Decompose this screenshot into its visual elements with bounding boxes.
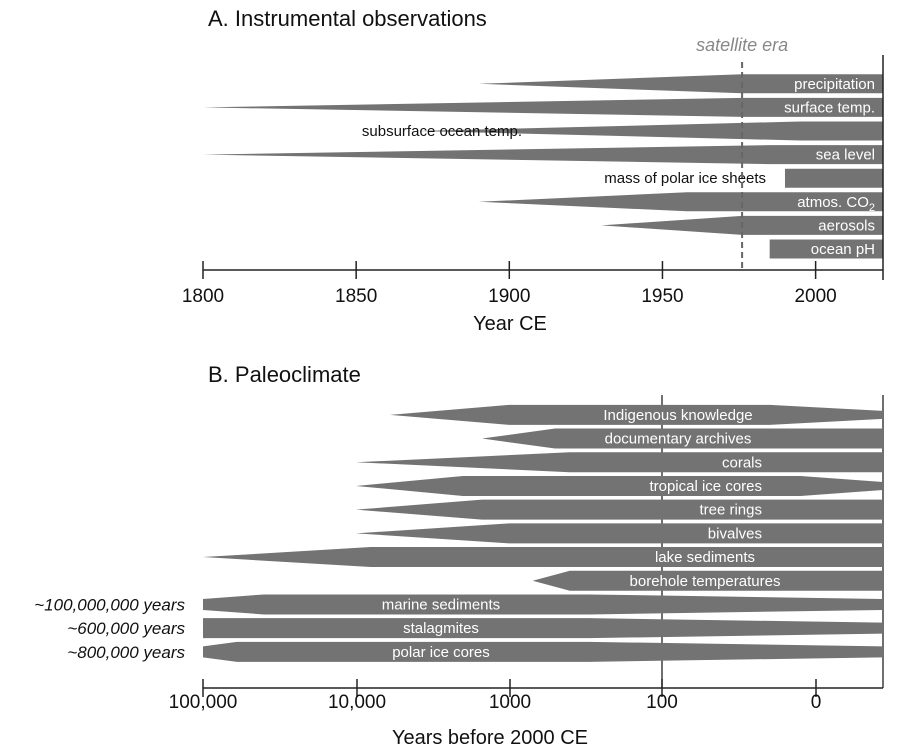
panel-b-tick-label-100: 100 — [646, 692, 678, 713]
panel-b-tick-label-100-000: 100,000 — [169, 692, 238, 713]
bar-label-aerosols: aerosols — [818, 217, 875, 234]
bar-corals — [356, 452, 883, 473]
bar-ocean-ph — [769, 239, 883, 259]
bar-sea-level — [203, 145, 883, 165]
panel-a-tick-label-1800: 1800 — [182, 286, 224, 307]
bar-surface-temp — [203, 97, 883, 117]
bar-label-surface-temp: surface temp. — [784, 99, 875, 116]
panel-b-title: B. Paleoclimate — [208, 362, 361, 387]
panel-b: Indigenous knowledge documentary archives… — [34, 395, 884, 713]
bar-precipitation — [478, 74, 883, 94]
bar-label-indigenous-knowledge: Indigenous knowledge — [603, 407, 752, 424]
panel-b-tick-label-0: 0 — [811, 692, 822, 713]
bar-documentary-archives — [482, 428, 883, 449]
bar-label-precipitation: precipitation — [794, 76, 875, 93]
bar-tree-rings — [356, 499, 883, 520]
panel-b-tick-label-10-000: 10,000 — [328, 692, 386, 713]
panel-a-tick-label-2000: 2000 — [794, 286, 836, 307]
bar-lake-sediments — [203, 547, 883, 568]
bar-stalagmites — [203, 618, 883, 639]
bar-label-sea-level: sea level — [816, 147, 875, 164]
panel-a: precipitation surface temp. subsurface oce… — [182, 35, 884, 307]
panel-a-tick-label-1950: 1950 — [641, 286, 683, 307]
panel-a-tick-label-1850: 1850 — [335, 286, 377, 307]
bar-label-lake-sediments: lake sediments — [655, 549, 755, 566]
bar-label-ocean-ph: ocean pH — [811, 241, 875, 258]
panel-a-title: A. Instrumental observations — [208, 6, 487, 31]
bar-label-documentary-archives: documentary archives — [605, 431, 752, 448]
bar-label-atmos-co2: atmos. CO2 — [797, 194, 875, 214]
panel-b-tick-label-1000: 1000 — [489, 692, 531, 713]
bar-label-stalagmites: stalagmites — [403, 620, 479, 637]
bar-label-bivalves: bivalves — [708, 525, 762, 542]
satellite-era-label: satellite era — [696, 35, 788, 55]
span-label-stalagmites: ~600,000 years — [67, 619, 185, 638]
panel-a-xlabel: Year CE — [473, 313, 547, 335]
bar-label-tropical-ice-cores: tropical ice cores — [649, 478, 762, 495]
bar-label-polar-ice-cores: polar ice cores — [392, 644, 490, 661]
bar-tropical-ice-cores — [356, 475, 883, 496]
panel-b-xlabel: Years before 2000 CE — [392, 727, 588, 749]
bar-label-marine-sediments: marine sediments — [382, 596, 500, 613]
bar-label-mass-of-polar-ice-sheets: mass of polar ice sheets — [604, 170, 766, 187]
bar-mass-of-polar-ice-sheets — [784, 168, 883, 188]
bar-label-borehole-temperatures: borehole temperatures — [630, 573, 781, 590]
panel-a-tick-label-1900: 1900 — [488, 286, 530, 307]
bar-marine-sediments — [203, 594, 883, 615]
bar-borehole-temperatures — [532, 570, 883, 591]
bar-label-corals: corals — [722, 454, 762, 471]
bar-label-tree-rings: tree rings — [699, 502, 762, 519]
bar-polar-ice-cores — [203, 641, 883, 662]
bar-label-subsurface-ocean-temp: subsurface ocean temp. — [362, 123, 522, 140]
bar-bivalves — [356, 523, 883, 544]
bar-subsurface-ocean-temp — [417, 121, 883, 141]
span-label-marine-sediments: ~100,000,000 years — [34, 595, 185, 614]
span-label-polar-ice-cores: ~800,000 years — [67, 643, 185, 662]
bar-atmos-co2 — [478, 192, 883, 212]
bar-indigenous-knowledge — [389, 404, 883, 425]
